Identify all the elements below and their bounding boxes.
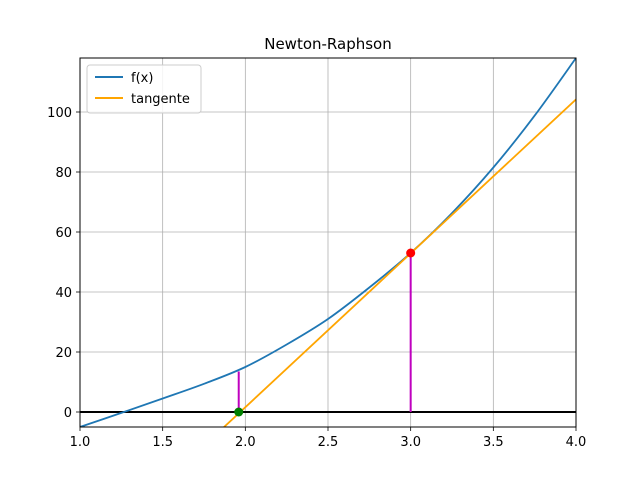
series-line-tangente [222, 98, 576, 427]
vertical-segments [237, 253, 412, 412]
x-tick-label: 4.0 [566, 435, 587, 450]
series-line-fx [80, 58, 576, 427]
y-tick-label: 20 [55, 346, 72, 361]
legend: f(x) tangente [86, 64, 202, 114]
y-tick-label: 0 [64, 406, 72, 421]
legend-label-fx: f(x) [131, 71, 153, 86]
y-tick-label: 40 [55, 286, 72, 301]
x-tick-label: 1.5 [152, 435, 173, 450]
x-tick-label: 3.0 [400, 435, 421, 450]
x-tick-label: 2.5 [318, 435, 339, 450]
legend-label-tangente: tangente [131, 92, 190, 107]
y-tick-label: 80 [55, 166, 72, 181]
x-tick-label: 1.0 [70, 435, 91, 450]
series-lines [80, 58, 576, 427]
y-tick-label: 100 [47, 106, 72, 121]
tangent-point-marker [406, 248, 416, 258]
root-estimate-marker [234, 407, 244, 417]
chart-title: Newton-Raphson [264, 35, 392, 53]
x-tick-label: 3.5 [483, 435, 504, 450]
x-tick-label: 2.0 [235, 435, 256, 450]
axis-ticks: 1.0 1.5 2.0 2.5 3.0 3.5 4.0 0 20 40 60 80 100 [47, 106, 586, 450]
point-markers [234, 248, 416, 417]
y-tick-label: 60 [55, 226, 72, 241]
